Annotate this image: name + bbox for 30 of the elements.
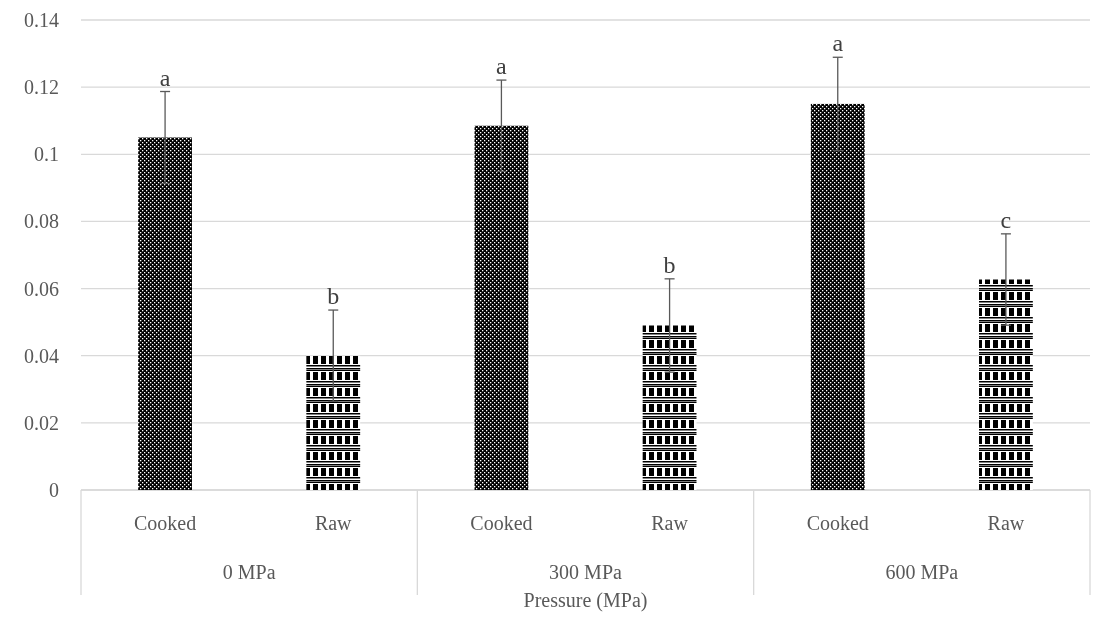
x-tick-label: 0 MPa: [222, 561, 276, 583]
data-label: a: [159, 64, 171, 91]
y-tick-label: 0.08: [24, 210, 59, 233]
y-tick-label: 0.1: [34, 143, 59, 166]
bar: [642, 325, 697, 490]
y-tick-label: 0.14: [24, 9, 59, 31]
series-label: Cooked: [133, 512, 197, 534]
x-tick-label: 300 MPa: [549, 561, 623, 583]
series-label: Raw: [314, 512, 353, 534]
bar: [979, 279, 1033, 490]
y-tick-label: 0.06: [24, 277, 59, 300]
text: Cooked: [806, 512, 869, 534]
text: Raw: [987, 512, 1025, 534]
x-tick-label: 600 MPa: [885, 561, 959, 583]
data-label: c: [1000, 206, 1012, 233]
data-label: a: [832, 30, 844, 57]
bar: [810, 103, 865, 490]
y-tick-label: 0.04: [24, 344, 59, 367]
y-tick-label: 0.02: [24, 411, 59, 434]
data-label: b: [327, 283, 340, 310]
data-label: b: [663, 251, 676, 278]
x-axis-title: Pressure (MPa): [523, 589, 648, 612]
bar: [138, 137, 192, 490]
bar: [474, 125, 529, 490]
bar: [306, 355, 361, 490]
text: Raw: [651, 512, 688, 534]
text: Cooked: [470, 512, 533, 534]
y-tick-label: 0.12: [24, 76, 59, 99]
y-tick-label: 0: [49, 479, 59, 501]
data-label: a: [496, 53, 508, 80]
